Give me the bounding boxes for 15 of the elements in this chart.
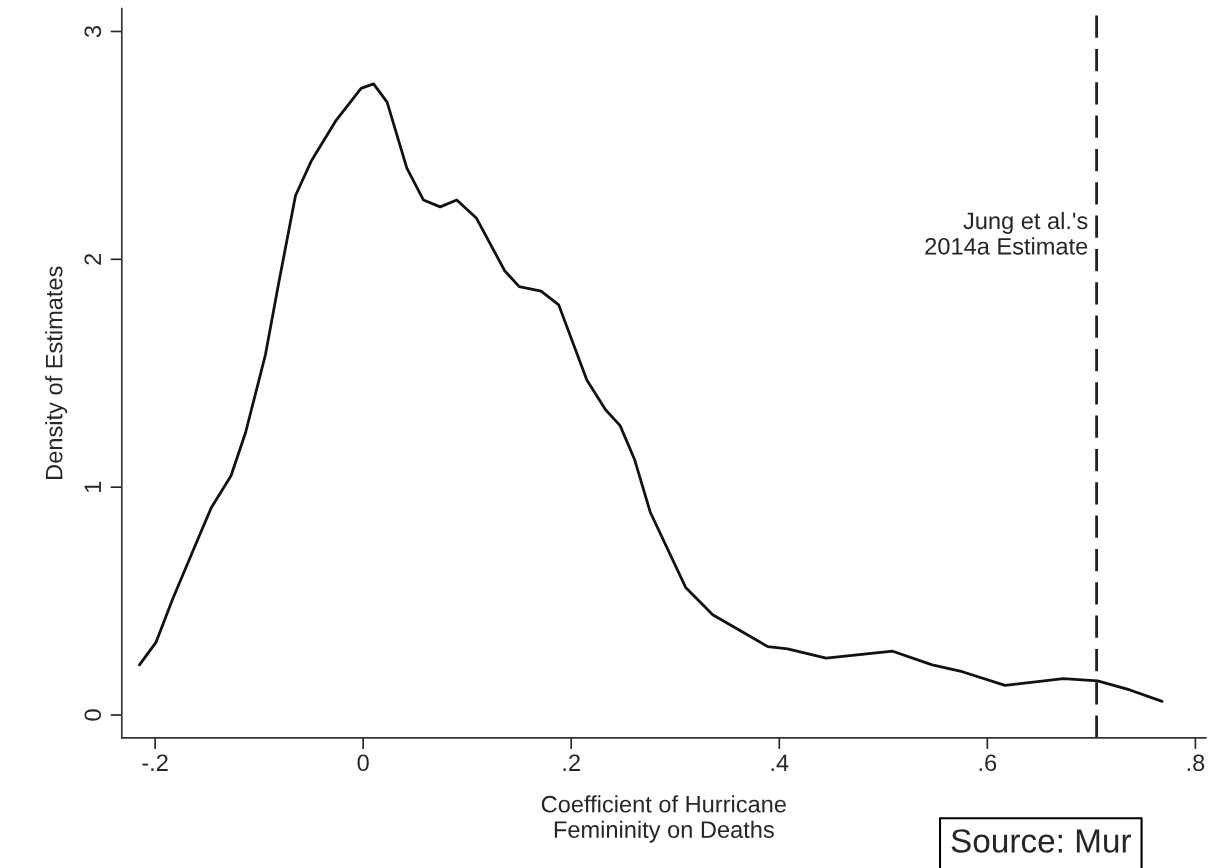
y-tick-label: 1 (84, 481, 101, 492)
y-tick-label: 3 (84, 25, 102, 38)
y-axis-title: Density of Estimates (45, 266, 68, 479)
y-tick-label: 0 (84, 709, 102, 721)
y-tick-label: 2 (84, 253, 101, 265)
x-tick-label: .6 (979, 754, 997, 772)
source-note: Source: Mur (951, 829, 1132, 853)
x-tick-label: -.2 (142, 754, 168, 771)
line-series (138, 82, 1164, 703)
x-axis-title: Coefficient of Hurricane Femininity on Deaths (541, 795, 786, 843)
x-tick-label: 0 (357, 754, 369, 772)
x-tick-label: .2 (563, 754, 580, 771)
x-tick-label: .4 (771, 754, 789, 771)
x-tick-label: .8 (1187, 754, 1205, 772)
ref-line-label: Jung et al.'s 2014a Estimate (925, 211, 1088, 255)
